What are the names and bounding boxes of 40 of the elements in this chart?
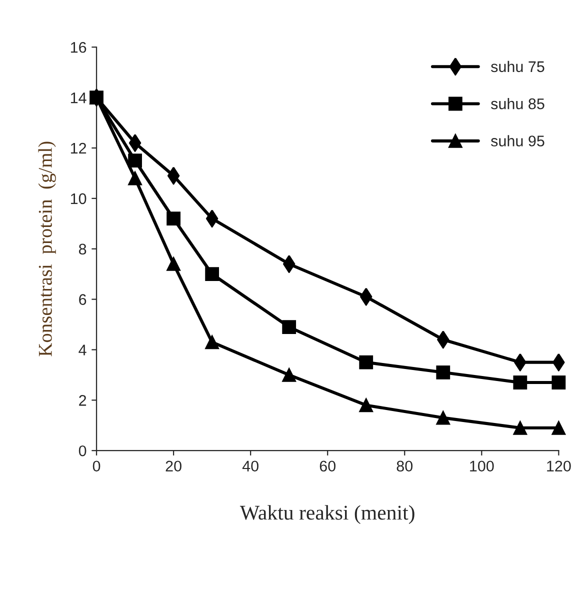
point — [205, 335, 220, 350]
y-axis-title: Konsentrasi protein (g/ml) — [38, 142, 56, 356]
point — [167, 166, 180, 185]
x-axis-title: Waktu reaksi (menit) — [240, 505, 414, 524]
point — [128, 154, 142, 168]
x-tick-label: 120 — [547, 460, 571, 472]
point — [359, 355, 374, 370]
point — [513, 420, 528, 435]
y-tick-label: 14 — [70, 92, 86, 104]
y-tick-label: 10 — [70, 193, 86, 204]
point — [436, 410, 450, 425]
x-tick-label: 40 — [242, 460, 258, 472]
y-tick-label: 12 — [70, 142, 86, 154]
y-tick-label: 2 — [79, 395, 86, 406]
y-tick-label: 4 — [78, 344, 86, 356]
y-tick-label: 0 — [78, 445, 86, 456]
point — [205, 267, 220, 282]
x-tick-label: 60 — [320, 460, 336, 472]
y-tick-label: 8 — [78, 244, 86, 255]
y-tick-label: 16 — [70, 42, 86, 53]
legend-label: suhu 85 — [490, 98, 544, 110]
point — [552, 420, 566, 435]
point — [128, 134, 142, 152]
x-tick-label: 80 — [396, 460, 413, 472]
legend-label: suhu 75 — [490, 60, 544, 72]
x-tick-label: 0 — [92, 460, 100, 472]
point — [166, 212, 180, 226]
y-tick-label: 6 — [79, 294, 86, 305]
point — [436, 365, 450, 380]
point — [552, 376, 566, 390]
point — [206, 210, 218, 228]
x-tick-label: 100 — [470, 460, 494, 472]
point — [359, 398, 374, 412]
point — [282, 368, 296, 382]
point — [282, 320, 296, 334]
point — [513, 376, 528, 390]
legend-label: suhu 95 — [490, 135, 544, 146]
point — [166, 257, 180, 271]
x-tick-label: 20 — [166, 460, 182, 472]
point — [128, 171, 142, 186]
